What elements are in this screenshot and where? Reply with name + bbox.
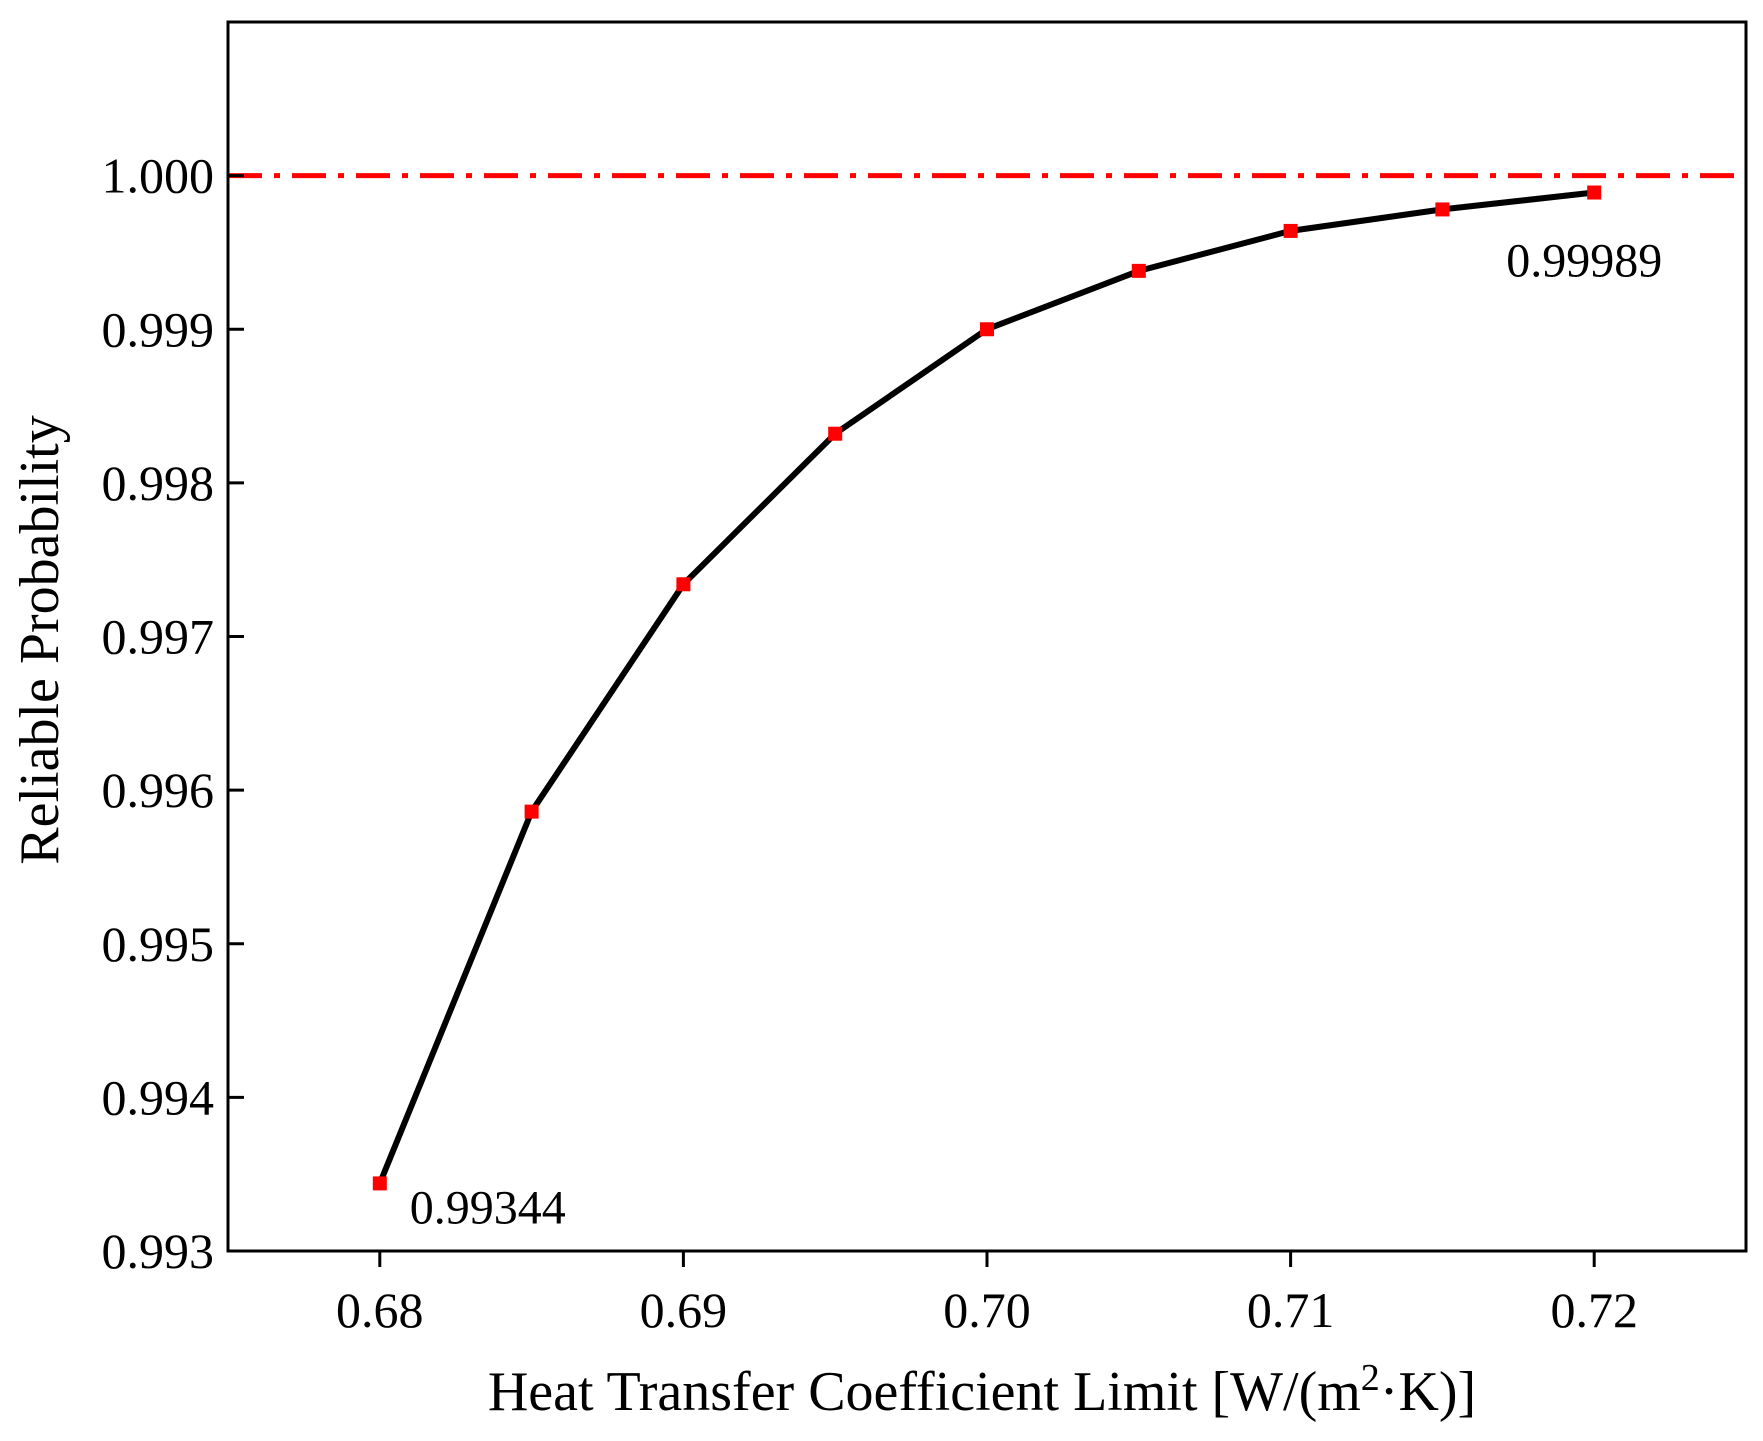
y-tick-label: 0.996 — [102, 762, 215, 818]
data-point — [676, 577, 691, 592]
x-tick-label: 0.69 — [640, 1282, 728, 1338]
data-point — [372, 1176, 387, 1191]
y-ticks-group: 0.993 0.994 0.995 0.996 0.997 0.998 0.999 1.000 — [102, 148, 244, 1279]
x-axis-title: Heat Transfer Coefficient Limit [W/(m2·K… — [488, 1357, 1476, 1423]
y-tick-label: 0.993 — [102, 1223, 215, 1279]
data-point — [1283, 223, 1298, 238]
y-axis-title: Reliable Probability — [9, 415, 71, 864]
x-axis-title-suffix: ·K)] — [1380, 1361, 1476, 1423]
y-tick-label: 0.999 — [102, 301, 215, 357]
x-axis-title-prefix: Heat Transfer Coefficient Limit [W/(m — [488, 1361, 1361, 1423]
data-point — [828, 426, 843, 441]
y-tick-label: 0.995 — [102, 916, 215, 972]
y-tick-label: 0.994 — [102, 1069, 215, 1125]
x-ticks-group: 0.68 0.69 0.70 0.71 0.72 — [336, 1251, 1638, 1338]
plot-frame-group — [226, 20, 1748, 1253]
data-point — [524, 804, 539, 819]
x-tick-label: 0.70 — [943, 1282, 1031, 1338]
series-line — [376, 189, 1598, 1187]
x-tick-label: 0.68 — [336, 1282, 424, 1338]
data-label: 0.99989 — [1506, 235, 1662, 288]
data-point — [980, 322, 994, 337]
y-tick-label: 0.997 — [102, 609, 215, 665]
y-tick-label: 1.000 — [102, 148, 215, 204]
series-group — [372, 185, 1602, 1191]
data-point — [1131, 263, 1146, 278]
x-tick-label: 0.71 — [1247, 1282, 1335, 1338]
data-point — [1435, 202, 1450, 217]
plot-frame — [226, 20, 1748, 1253]
data-label: 0.99344 — [410, 1181, 566, 1234]
y-tick-label: 0.998 — [102, 455, 215, 511]
x-tick-label: 0.72 — [1550, 1282, 1638, 1338]
annotations-group: 0.99344 0.99989 — [410, 235, 1662, 1235]
x-axis-title-superscript: 2 — [1361, 1357, 1380, 1399]
data-point — [1587, 185, 1602, 200]
